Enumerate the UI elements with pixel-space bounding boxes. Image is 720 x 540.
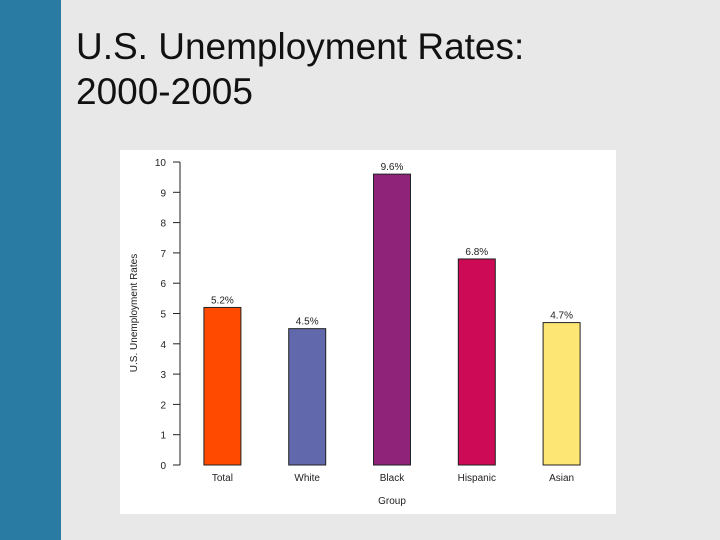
slide-title-line-1: U.S. Unemployment Rates: [76, 26, 525, 67]
slide-title: U.S. Unemployment Rates: 2000-2005 [76, 24, 696, 114]
x-axis-label: Group [378, 496, 406, 507]
value-label-total: 5.2% [211, 295, 234, 306]
value-label-black: 9.6% [381, 162, 404, 173]
x-tick-label-total: Total [212, 473, 233, 484]
x-tick-label-white: White [294, 473, 320, 484]
bar-total [203, 306, 242, 466]
y-tick-label: 10 [155, 158, 167, 169]
chart-panel: U.S. Unemployment Rates Group 0 1 2 3 4 5 6 7 8 9… [120, 150, 616, 514]
y-tick-label: 8 [160, 219, 166, 230]
accent-side-bar [0, 0, 61, 540]
y-axis: 0 1 2 3 4 5 6 7 8 9 10 [155, 158, 181, 472]
y-tick-label: 4 [160, 340, 166, 351]
slide-title-line-2: 2000-2005 [76, 71, 253, 112]
x-axis-ticks: Total White Black Hispanic Asian [212, 473, 574, 484]
bar-asian [542, 322, 581, 466]
y-tick-label: 5 [160, 310, 166, 321]
y-tick-label: 2 [160, 400, 166, 411]
value-label-hispanic: 6.8% [465, 247, 488, 258]
y-tick-label: 3 [160, 370, 166, 381]
bar-white [288, 328, 327, 466]
y-tick-label: 6 [160, 279, 166, 290]
value-labels: 5.2% 4.5% 9.6% 6.8% 4.7% [211, 162, 573, 328]
value-label-white: 4.5% [296, 317, 319, 328]
y-tick-label: 7 [160, 249, 166, 260]
bars [203, 173, 581, 466]
value-label-asian: 4.7% [550, 311, 573, 322]
x-tick-label-black: Black [380, 473, 405, 484]
unemployment-bar-chart: U.S. Unemployment Rates Group 0 1 2 3 4 5 6 7 8 9… [129, 158, 581, 507]
x-tick-label-asian: Asian [549, 473, 574, 484]
y-tick-label: 0 [160, 461, 166, 472]
x-tick-label-hispanic: Hispanic [458, 473, 496, 484]
y-tick-label: 9 [160, 188, 166, 199]
bar-hispanic [457, 258, 496, 466]
y-tick-label: 1 [160, 431, 166, 442]
y-axis-label: U.S. Unemployment Rates [129, 254, 140, 372]
bar-black [373, 173, 411, 466]
